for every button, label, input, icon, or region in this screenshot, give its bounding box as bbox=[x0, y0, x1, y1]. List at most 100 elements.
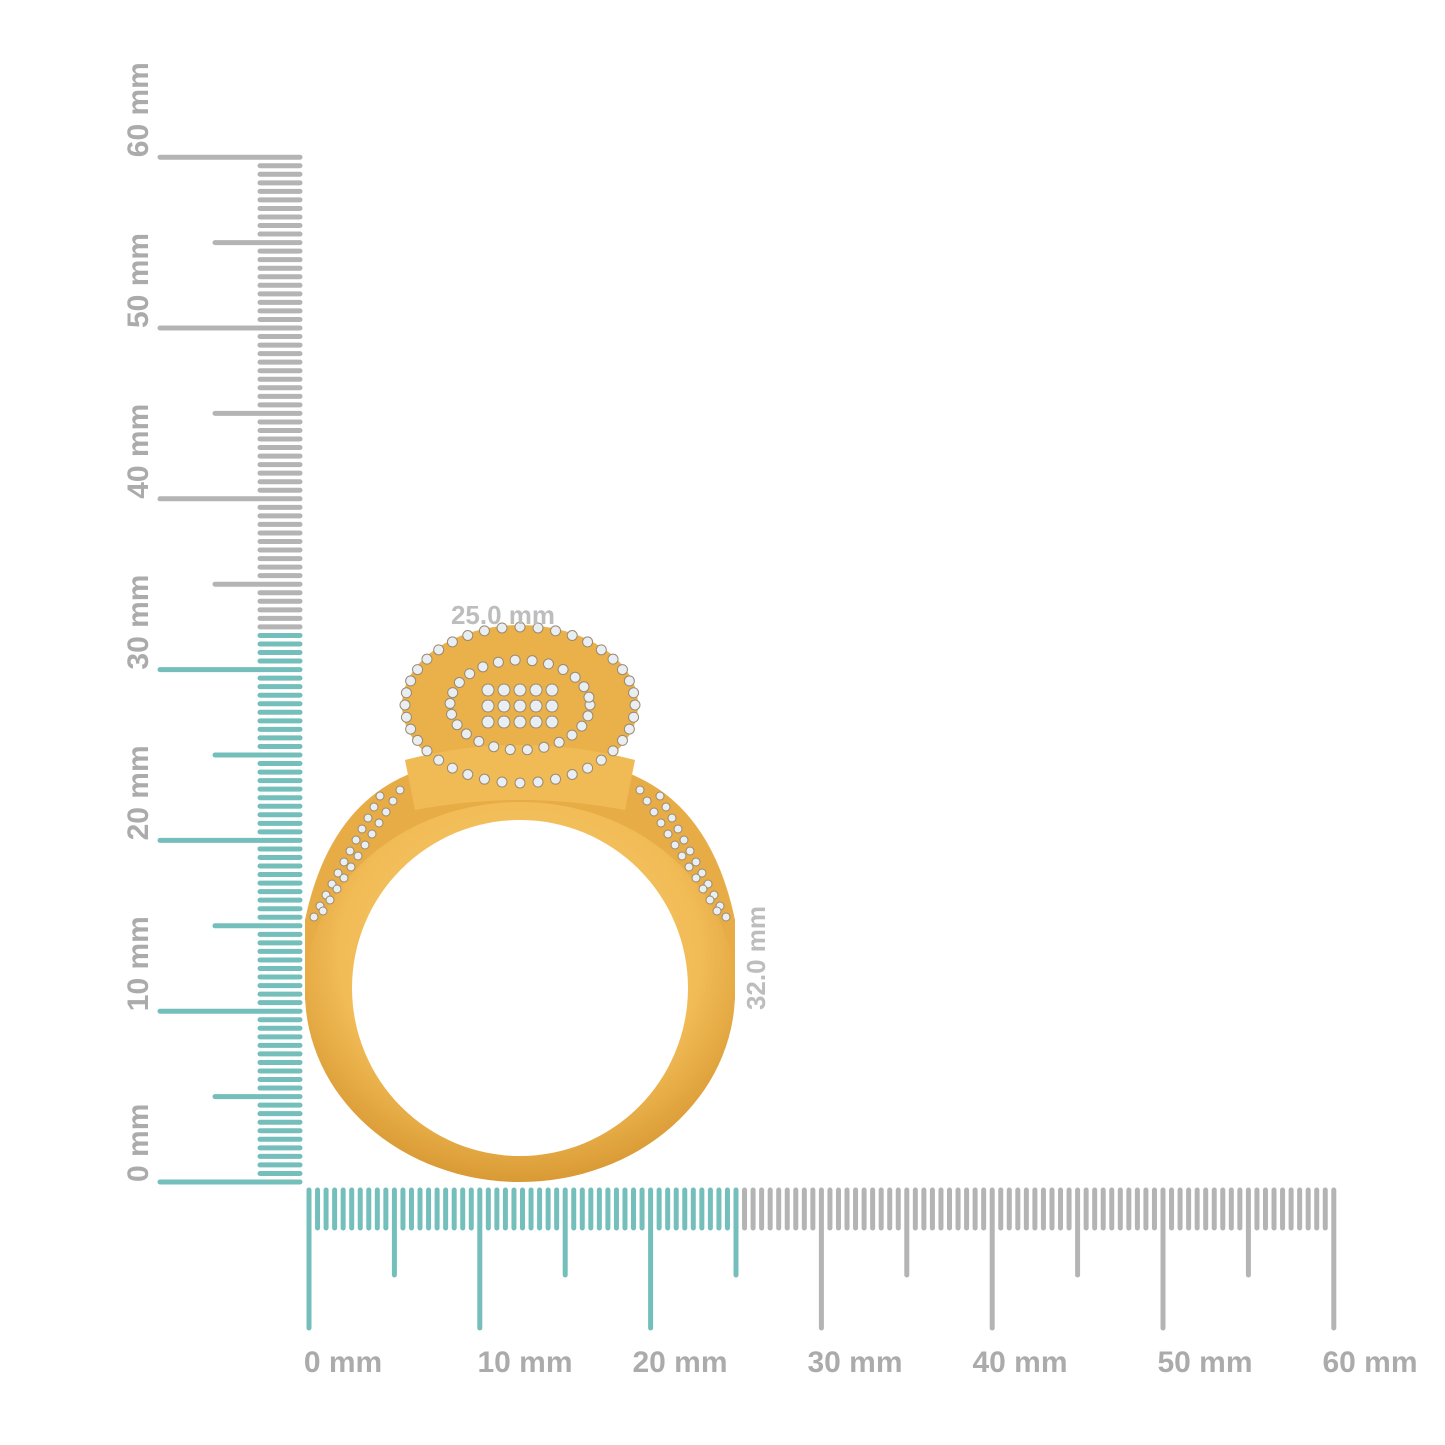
diamond-stone bbox=[333, 868, 343, 878]
vertical-ruler-label: 10 mm bbox=[122, 916, 155, 1011]
diamond-stone bbox=[679, 835, 689, 845]
diamond-stone bbox=[684, 862, 694, 872]
diamond-stone bbox=[462, 768, 474, 780]
diamond-stone bbox=[712, 906, 722, 916]
diamond-stone bbox=[318, 906, 328, 916]
diamond-stone bbox=[496, 776, 508, 788]
diamond-stone bbox=[446, 636, 458, 648]
diamond-stone bbox=[545, 683, 559, 697]
horizontal-ruler-label: 40 mm bbox=[972, 1346, 1067, 1379]
diamond-stone bbox=[566, 630, 578, 642]
vertical-ruler-label: 0 mm bbox=[122, 1104, 155, 1182]
diamond-stone bbox=[513, 715, 527, 729]
diamond-stone bbox=[339, 873, 349, 883]
diamond-stone bbox=[514, 621, 526, 633]
diamond-stone bbox=[538, 741, 550, 753]
vertical-ruler-label: 60 mm bbox=[122, 62, 155, 157]
diamond-stone bbox=[400, 687, 412, 699]
diamond-stone bbox=[381, 807, 391, 817]
horizontal-ruler-label: 10 mm bbox=[477, 1346, 572, 1379]
ring-inner-hole bbox=[352, 820, 688, 1156]
diamond-stone bbox=[504, 744, 516, 756]
diamond-stone bbox=[395, 785, 405, 795]
diamond-stone bbox=[374, 818, 384, 828]
diamond-stone bbox=[553, 736, 565, 748]
diamond-stone bbox=[444, 697, 456, 709]
diamond-stone bbox=[623, 675, 635, 687]
diamond-stone bbox=[496, 622, 508, 634]
diamond-stone bbox=[649, 807, 659, 817]
diamond-stone bbox=[663, 829, 673, 839]
diamond-stone bbox=[583, 691, 595, 703]
diamond-stone bbox=[698, 884, 708, 894]
vertical-ruler-label: 30 mm bbox=[122, 575, 155, 670]
diamond-stone bbox=[400, 711, 412, 723]
vertical-ruler-label: 40 mm bbox=[122, 404, 155, 499]
diamond-stone bbox=[446, 708, 458, 720]
diamond-stone bbox=[521, 744, 533, 756]
diamond-stone bbox=[616, 664, 628, 676]
diamond-stone bbox=[691, 857, 701, 867]
diamond-stone bbox=[451, 719, 463, 731]
diamond-stone bbox=[478, 773, 490, 785]
horizontal-ruler: 0 mm 10 mm 20 mm 30 mm 40 mm 50 mm 60 mm bbox=[304, 1187, 1418, 1379]
diamond-stone bbox=[309, 912, 319, 922]
diamond-stone bbox=[545, 715, 559, 729]
diamond-stone bbox=[447, 687, 459, 699]
diamond-stone bbox=[532, 622, 544, 634]
vertical-ruler: 0 mm 10 mm 20 mm 30 mm 40 mm 50 mm 60 mm bbox=[122, 62, 303, 1185]
diamond-stone bbox=[685, 846, 695, 856]
diamond-stone bbox=[661, 802, 671, 812]
diamond-stone bbox=[497, 683, 511, 697]
diamond-stone bbox=[628, 687, 640, 699]
diamond-stone bbox=[542, 658, 554, 670]
diamond-stone bbox=[628, 711, 640, 723]
diamond-stone bbox=[488, 741, 500, 753]
diamond-stone bbox=[691, 873, 701, 883]
diamond-stone bbox=[460, 728, 472, 740]
diamond-stone bbox=[595, 754, 607, 766]
diamond-stone bbox=[339, 857, 349, 867]
diamond-stone bbox=[705, 895, 715, 905]
diamond-stone bbox=[514, 777, 526, 789]
diamond-stone bbox=[497, 715, 511, 729]
diamond-stone bbox=[578, 681, 590, 693]
diamond-stone bbox=[656, 818, 666, 828]
diamond-stone bbox=[353, 851, 363, 861]
diamond-stone bbox=[388, 796, 398, 806]
diamond-stone bbox=[363, 813, 373, 823]
diamond-stone bbox=[557, 664, 569, 676]
diamond-stone bbox=[453, 677, 465, 688]
diamond-stone bbox=[673, 824, 683, 834]
diamond-stone bbox=[464, 668, 476, 680]
diamond-stone bbox=[481, 683, 495, 697]
horizontal-ruler-label: 0 mm bbox=[304, 1346, 382, 1379]
diamond-stone bbox=[721, 912, 731, 922]
horizontal-ruler-label: 60 mm bbox=[1322, 1346, 1417, 1379]
diamond-stone bbox=[607, 745, 619, 757]
horizontal-ruler-label: 30 mm bbox=[807, 1346, 902, 1379]
vertical-ruler-label: 50 mm bbox=[122, 233, 155, 328]
diamond-stone bbox=[616, 734, 628, 746]
diamond-stone bbox=[405, 723, 417, 735]
diamond-stone bbox=[550, 625, 562, 637]
diamond-stone bbox=[360, 840, 370, 850]
diamond-stone bbox=[532, 776, 544, 788]
diamond-stone bbox=[477, 661, 489, 673]
diamond-stone bbox=[399, 699, 411, 711]
diamond-stone bbox=[635, 785, 645, 795]
diamond-stone bbox=[481, 715, 495, 729]
diamond-stone bbox=[595, 644, 607, 656]
width-dimension-label: 25.0 mm bbox=[451, 600, 555, 630]
diamond-stone bbox=[550, 773, 562, 785]
diamond-stone bbox=[421, 745, 433, 757]
diamond-stone bbox=[332, 884, 342, 894]
diamond-stone bbox=[529, 683, 543, 697]
diamond-stone bbox=[345, 846, 355, 856]
diamond-stone bbox=[375, 791, 385, 801]
diamond-stone bbox=[325, 895, 335, 905]
diamond-stone bbox=[526, 655, 538, 667]
diamond-stone bbox=[566, 768, 578, 780]
diamond-stone bbox=[642, 796, 652, 806]
diamond-stone bbox=[346, 862, 356, 872]
